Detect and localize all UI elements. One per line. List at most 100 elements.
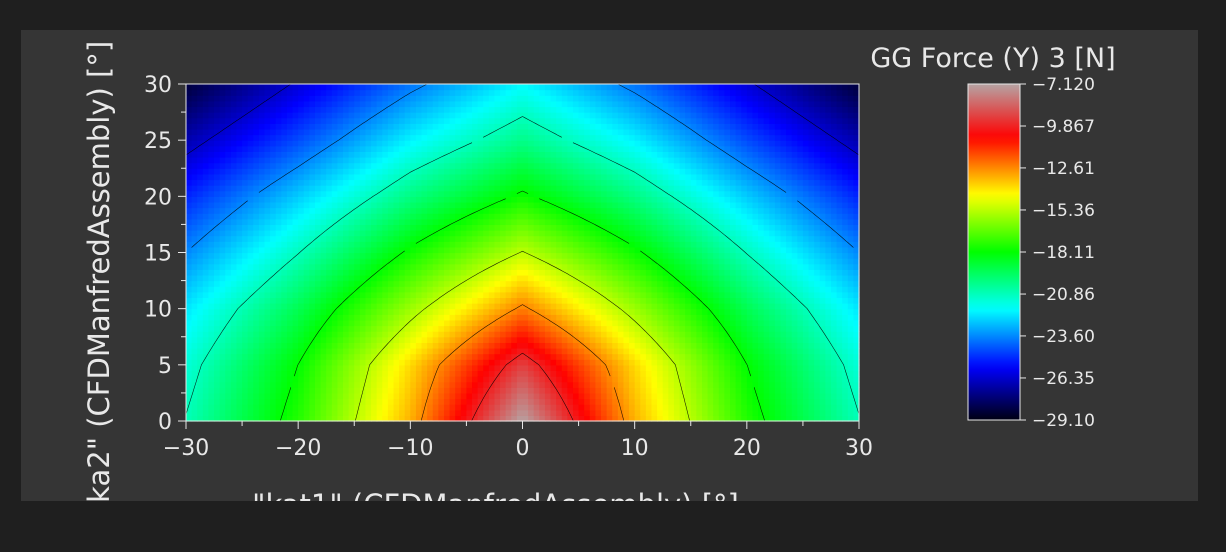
contour-cell (432, 376, 439, 383)
contour-cell (483, 162, 490, 169)
contour-cell (365, 376, 372, 383)
contour-cell (455, 162, 462, 169)
contour-cell (533, 246, 540, 254)
contour-cell (286, 364, 294, 372)
contour-cell (404, 196, 411, 203)
contour-cell (186, 235, 193, 242)
contour-cell (567, 230, 574, 237)
contour-cell (208, 201, 215, 209)
contour-cell (455, 331, 462, 338)
contour-cell (460, 218, 468, 226)
contour-cell (455, 325, 462, 332)
contour-cell (264, 84, 271, 91)
contour-cell (225, 95, 232, 102)
contour-cell (561, 112, 568, 119)
contour-cell (544, 134, 552, 141)
contour-cell (303, 308, 310, 315)
contour-cell (214, 179, 221, 186)
contour-cell (225, 364, 232, 372)
contour-cell (404, 381, 411, 388)
contour-cell (258, 201, 266, 209)
contour-cell (331, 286, 339, 293)
contour-cell (561, 157, 568, 164)
contour-cell (505, 106, 512, 113)
contour-cell (186, 213, 193, 220)
contour-cell (404, 387, 411, 394)
contour-cell (387, 196, 395, 203)
contour-cell (214, 319, 221, 327)
contour-cell (331, 145, 339, 152)
contour-cell (326, 123, 333, 130)
contour-cell (601, 201, 608, 209)
contour-cell (410, 319, 417, 327)
contour-cell (578, 246, 585, 254)
contour-cell (421, 230, 428, 237)
contour-cell (500, 95, 507, 102)
contour-cell (511, 291, 518, 299)
contour-cell (365, 252, 372, 259)
contour-cell (617, 269, 625, 276)
contour-cell (645, 342, 653, 349)
contour-cell (550, 376, 557, 383)
contour-cell (477, 280, 484, 287)
contour-cell (494, 128, 501, 136)
contour-cell (387, 213, 395, 220)
contour-cell (219, 336, 226, 343)
contour-cell (303, 95, 310, 102)
contour-cell (359, 325, 367, 332)
contour-cell (516, 347, 524, 355)
contour-cell (202, 207, 210, 214)
contour-cell (522, 398, 529, 405)
contour-cell (303, 84, 310, 91)
contour-cell (629, 230, 636, 237)
contour-cell (623, 336, 630, 343)
contour-cell (348, 89, 355, 96)
contour-cell (258, 157, 266, 164)
contour-cell (477, 398, 484, 405)
contour-cell (253, 128, 260, 136)
contour-cell (617, 291, 625, 299)
contour-cell (186, 404, 193, 411)
contour-cell (606, 201, 613, 209)
contour-cell (483, 201, 490, 209)
contour-cell (483, 89, 490, 96)
contour-cell (371, 246, 378, 254)
contour-cell (264, 297, 271, 304)
contour-cell (314, 89, 322, 96)
contour-cell (528, 364, 535, 372)
contour-cell (314, 218, 322, 226)
contour-cell (365, 157, 372, 164)
contour-cell (488, 89, 496, 96)
contour-cell (191, 263, 198, 270)
contour-cell (477, 157, 484, 164)
contour-cell (225, 246, 232, 254)
contour-cell (488, 207, 496, 214)
contour-cell (516, 145, 524, 152)
contour-cell (242, 235, 249, 242)
contour-cell (421, 157, 428, 164)
contour-cell (264, 291, 271, 299)
contour-cell (393, 230, 400, 237)
contour-cell (617, 376, 625, 383)
contour-cell (270, 151, 277, 158)
contour-cell (645, 201, 653, 209)
contour-cell (331, 100, 339, 108)
contour-cell (275, 353, 282, 360)
contour-cell (281, 291, 288, 299)
contour-cell (320, 336, 327, 343)
contour-cell (264, 241, 271, 248)
contour-cell (303, 218, 310, 226)
contour-cell (387, 303, 395, 310)
contour-cell (460, 134, 468, 141)
contour-cell (572, 196, 580, 203)
contour-cell (455, 308, 462, 315)
contour-cell (197, 100, 204, 108)
contour-cell (477, 185, 484, 192)
contour-cell (270, 364, 277, 372)
contour-cell (488, 230, 496, 237)
contour-cell (640, 258, 647, 265)
contour-cell (572, 303, 580, 310)
contour-cell (494, 157, 501, 164)
contour-cell (337, 162, 344, 169)
